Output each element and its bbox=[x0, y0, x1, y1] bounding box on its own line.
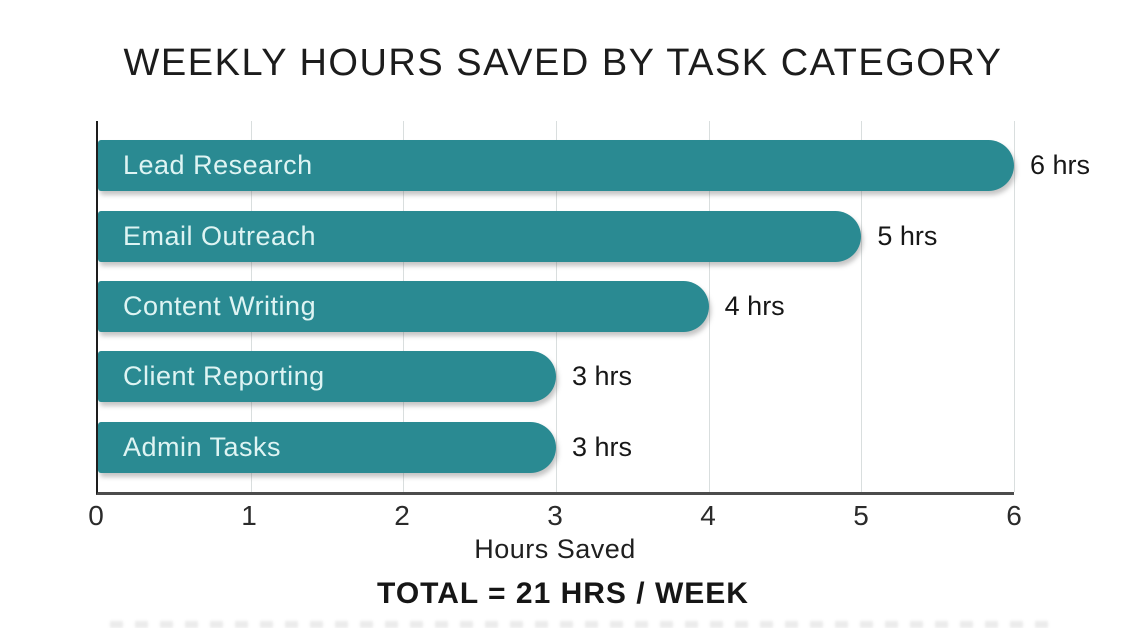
bar-row: Admin Tasks 3 hrs bbox=[98, 421, 1014, 473]
bar: Admin Tasks bbox=[98, 421, 556, 473]
bar-value-label: 4 hrs bbox=[724, 290, 785, 321]
plot-area: Lead Research 6 hrs Email Outreach 5 hrs Con… bbox=[96, 121, 1090, 495]
bar: Content Writing bbox=[98, 280, 709, 332]
x-axis: 0 1 2 3 4 5 6 bbox=[88, 500, 1022, 532]
bar: Lead Research bbox=[98, 140, 1014, 192]
bar-row: Client Reporting 3 hrs bbox=[98, 351, 1014, 403]
cropped-bottom-text-sliver bbox=[110, 621, 1056, 628]
bar-category-label: Admin Tasks bbox=[123, 431, 282, 462]
bar: Client Reporting bbox=[98, 351, 556, 403]
bar-row: Email Outreach 5 hrs bbox=[98, 210, 1014, 262]
bar-value-label: 6 hrs bbox=[1030, 150, 1091, 181]
bars-container: Lead Research 6 hrs Email Outreach 5 hrs Con… bbox=[98, 121, 1090, 492]
x-tick-label: 0 bbox=[88, 500, 104, 531]
bar-row: Lead Research 6 hrs bbox=[98, 140, 1090, 192]
bar-category-label: Lead Research bbox=[123, 150, 313, 181]
bar-value-label: 5 hrs bbox=[877, 220, 938, 251]
bar-category-label: Client Reporting bbox=[123, 361, 325, 392]
gridline bbox=[708, 121, 710, 492]
x-tick-label: 1 bbox=[241, 500, 257, 531]
x-tick-label: 4 bbox=[700, 500, 716, 531]
bar-category-label: Email Outreach bbox=[123, 220, 317, 251]
bar-category-label: Content Writing bbox=[123, 290, 317, 321]
bar-row: Content Writing 4 hrs bbox=[98, 280, 1014, 332]
x-tick-label: 3 bbox=[547, 500, 563, 531]
x-tick-label: 5 bbox=[853, 500, 869, 531]
x-tick-label: 2 bbox=[394, 500, 410, 531]
x-axis-label: Hours Saved bbox=[474, 534, 636, 564]
bar: Email Outreach bbox=[98, 210, 862, 262]
gridline bbox=[1014, 121, 1015, 492]
x-tick-label: 6 bbox=[1006, 500, 1022, 531]
bar-value-label: 3 hrs bbox=[572, 361, 633, 392]
total-summary: TOTAL = 21 HRS / WEEK bbox=[377, 577, 749, 610]
chart-title: WEEKLY HOURS SAVED BY TASK CATEGORY bbox=[123, 42, 1003, 84]
gridline bbox=[861, 121, 863, 492]
bar-value-label: 3 hrs bbox=[572, 431, 633, 462]
